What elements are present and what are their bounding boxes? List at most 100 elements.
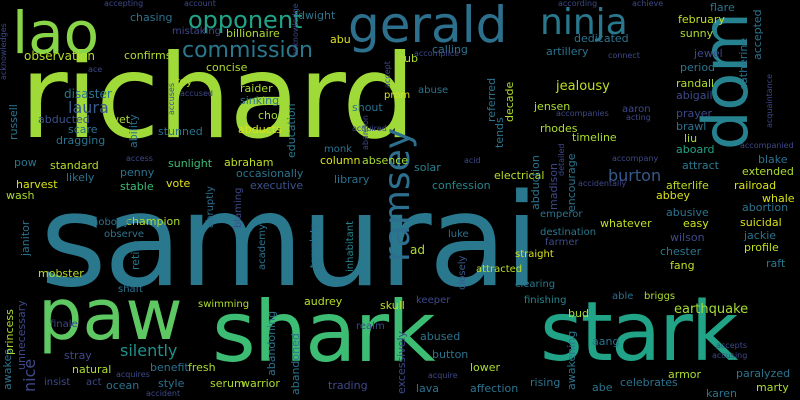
word-stark: stark (540, 285, 738, 380)
word-accompanies: accompanies (556, 109, 609, 118)
word-confirms: confirms (124, 49, 172, 62)
word-abandoning: abandoning (265, 310, 278, 376)
word-education: education (285, 103, 298, 158)
word-mobster: mobster (38, 267, 84, 280)
word-trading: trading (328, 379, 368, 392)
word-acknowledge: acknowledge (291, 3, 300, 56)
word-account: account (184, 0, 216, 8)
word-natural: natural (72, 363, 112, 376)
word-mistaking: mistaking (172, 26, 222, 37)
word-accepted: accepted (751, 9, 764, 60)
word-disaster: disaster (64, 87, 112, 101)
word-clearing: clearing (515, 279, 556, 290)
word-blake: blake (758, 153, 788, 166)
word-raider: raider (240, 82, 273, 95)
word-earthquake: earthquake (674, 302, 749, 317)
word-accidentally: accidentally (578, 179, 627, 188)
word-celebrates: celebrates (620, 376, 678, 389)
word-harvest: harvest (16, 178, 58, 191)
word-abandon: abandon (361, 115, 370, 150)
word-acquires: acquires (116, 370, 150, 379)
word-ramsey: ramsey (377, 127, 418, 262)
word-liu: liu (684, 132, 698, 145)
word-accused: accused (180, 89, 213, 98)
word-abducts: abducts (238, 123, 282, 136)
word-keeper: keeper (416, 295, 451, 306)
word-attracted: attracted (476, 264, 523, 275)
word-library: library (334, 173, 370, 186)
word-jackie: jackie (744, 229, 777, 242)
word-princess: princess (3, 309, 16, 355)
word-jensen: jensen (534, 100, 571, 113)
word-paw: paw (38, 274, 183, 356)
word-champion: champion (126, 215, 181, 228)
word-acquire: acquire (428, 371, 458, 380)
word-whatever: whatever (600, 217, 652, 230)
word-sinking: sinking (240, 94, 280, 107)
word-flare: flare (710, 1, 735, 14)
word-according: according (558, 0, 598, 8)
word-skull: skull (380, 299, 405, 312)
word-achieve: achieve (632, 0, 664, 8)
word-accepting: accepting (104, 0, 144, 8)
word-chose: chose (258, 109, 291, 122)
word-absence: absence (362, 154, 409, 167)
word-catherine: catherine (737, 37, 750, 90)
word-gerald: gerald (348, 0, 508, 54)
word-chester: chester (660, 245, 702, 258)
word-ocean: ocean (106, 379, 140, 392)
word-swimming: swimming (198, 299, 250, 310)
word-raft: raft (766, 257, 786, 270)
word-aang: aang (592, 335, 620, 348)
word-awakes: awakes (1, 349, 14, 390)
word-silently: silently (120, 341, 178, 360)
word-ace: ace (88, 65, 103, 74)
word-lava: lava (416, 382, 440, 395)
word-timeline: timeline (572, 131, 617, 144)
word-janitor: janitor (19, 220, 32, 256)
word-accusing: accusing (712, 351, 748, 360)
word-abduction: abduction (529, 155, 542, 210)
word-able: able (612, 291, 634, 302)
word-abducted: abducted (38, 113, 90, 126)
word-straight: straight (515, 249, 554, 260)
word-brawl: brawl (676, 120, 707, 133)
word-detailed: detailed (557, 143, 566, 176)
word-accuses: accuses (167, 82, 176, 115)
word-prom: prom (384, 90, 411, 101)
word-richard: richard (20, 30, 416, 165)
word-aaron: aaron (622, 104, 651, 115)
word-chasing: chasing (130, 11, 173, 24)
word-cub: cub (398, 52, 419, 65)
word-period: period (680, 61, 716, 74)
word-paralyzed: paralyzed (736, 367, 791, 380)
word-wet: wet (110, 113, 131, 126)
word-commission: commission (182, 38, 313, 63)
word-billionaire: billionaire (226, 27, 280, 40)
word-shaft: shaft (118, 284, 143, 295)
word-occasionally: occasionally (236, 167, 304, 180)
word-abusive: abusive (666, 206, 709, 219)
word-unnecessary: unnecessary (15, 300, 28, 370)
word-stunned: stunned (158, 125, 203, 138)
word-opponent: opponent (188, 6, 303, 34)
word-briggs: briggs (644, 291, 676, 302)
word-shout: shout (352, 101, 383, 114)
word-abused: abused (420, 330, 461, 343)
word-confession: confession (432, 179, 491, 192)
word-access: access (126, 154, 153, 163)
word-observe: observe (104, 229, 145, 240)
word-prayer: prayer (676, 107, 713, 120)
word-acting: acting (626, 113, 651, 122)
word-abortion: abortion (742, 201, 789, 214)
word-likely: likely (66, 171, 95, 184)
word-affection: affection (470, 382, 519, 395)
word-finishing: finishing (524, 295, 567, 306)
word-accept: accept (383, 61, 392, 88)
word-penny: penny (120, 166, 155, 179)
word-observation: observation (24, 49, 95, 63)
word-acid: acid (464, 156, 481, 165)
word-acquired: acquired (352, 124, 387, 133)
word-destination: destination (540, 227, 597, 238)
word-executive: executive (250, 179, 304, 192)
